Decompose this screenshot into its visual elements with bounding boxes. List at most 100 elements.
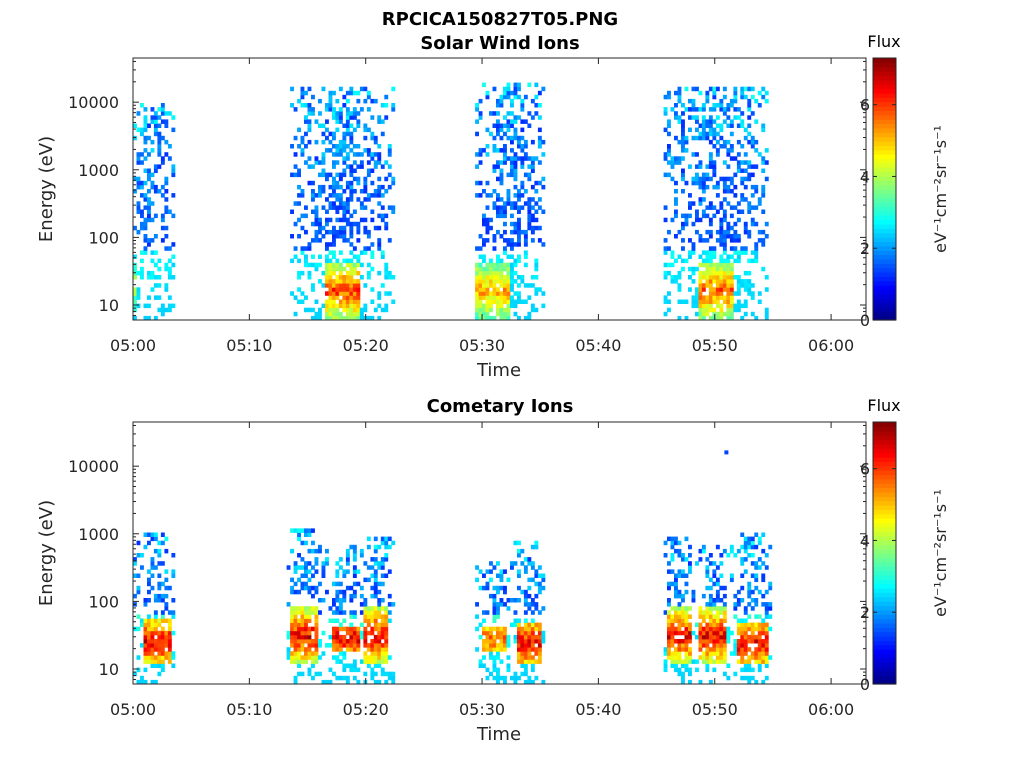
spectrogram-cell: [719, 258, 724, 264]
spectrogram-cell: [761, 127, 766, 133]
spectrogram-cell: [764, 221, 769, 227]
spectrogram-cell: [688, 634, 692, 640]
spectrogram-cell: [356, 270, 361, 276]
spectrogram-cell: [764, 659, 769, 664]
spectrogram-cell: [523, 238, 528, 243]
spectrogram-cell: [300, 213, 305, 219]
spectrogram-cell: [377, 639, 382, 644]
colorbar-band: [873, 149, 896, 155]
spectrogram-cell: [307, 643, 312, 648]
spectrogram-cell: [513, 610, 518, 615]
y-axis-label: Energy (eV): [36, 500, 57, 606]
spectrogram-cell: [534, 82, 539, 88]
spectrogram-cell: [708, 659, 713, 664]
spectrogram-cell: [681, 127, 685, 133]
spectrogram-cell: [747, 581, 752, 587]
spectrogram-cell: [681, 610, 685, 615]
colorbar-band: [873, 315, 896, 321]
spectrogram-cell: [677, 655, 682, 660]
spectrogram-cell: [729, 246, 734, 251]
spectrogram-cell: [677, 94, 682, 100]
spectrogram-cell: [530, 197, 535, 202]
spectrogram-cell: [698, 315, 703, 321]
spectrogram-cell: [307, 123, 312, 128]
spectrogram-cell: [314, 262, 319, 268]
spectrogram-cell: [761, 229, 766, 235]
spectrogram-cell: [691, 180, 696, 186]
spectrogram-cell: [513, 303, 518, 309]
spectrogram-cell: [370, 675, 375, 681]
spectrogram-cell: [499, 602, 504, 607]
spectrogram-cell: [143, 168, 148, 173]
spectrogram-cell: [736, 164, 741, 169]
colorbar-tick-label: 6: [860, 96, 870, 115]
spectrogram-cell: [314, 315, 319, 321]
spectrogram-cell: [359, 548, 364, 554]
spectrogram-cell: [391, 176, 396, 182]
spectrogram-cell: [750, 667, 755, 673]
spectrogram-cell: [667, 630, 671, 636]
spectrogram-cell: [705, 172, 710, 178]
spectrogram-cell: [667, 626, 671, 632]
spectrogram-cell: [740, 598, 745, 603]
spectrogram-cell: [520, 135, 525, 141]
spectrogram-cell: [300, 135, 305, 141]
spectrogram-cell: [475, 275, 479, 280]
spectrogram-cell: [160, 663, 165, 668]
spectrogram-cell: [297, 193, 301, 198]
spectrogram-cell: [541, 242, 546, 247]
spectrogram-cell: [688, 544, 692, 550]
spectrogram-cell: [489, 593, 493, 599]
spectrogram-cell: [321, 86, 326, 92]
spectrogram-cell: [761, 123, 766, 128]
spectrogram-cell: [171, 655, 176, 660]
spectrogram-cell: [136, 270, 141, 276]
spectrogram-cell: [478, 315, 483, 321]
spectrogram-cell: [712, 581, 717, 587]
spectrogram-cell: [764, 565, 769, 570]
spectrogram-cell: [736, 217, 741, 223]
spectrogram-cell: [754, 655, 759, 660]
spectrogram-cell: [534, 675, 539, 681]
spectrogram-cell: [387, 655, 392, 660]
spectrogram-cell: [475, 119, 479, 124]
spectrogram-cell: [722, 184, 727, 190]
spectrogram-cell: [171, 610, 176, 615]
colorbar-band: [873, 426, 896, 432]
spectrogram-cell: [681, 119, 685, 124]
spectrogram-cell: [311, 655, 315, 660]
spectrogram-cell: [380, 671, 385, 677]
spectrogram-cell: [136, 303, 141, 309]
spectrogram-cell: [681, 168, 685, 173]
spectrogram-cell: [736, 209, 741, 214]
spectrogram-cell: [384, 651, 389, 656]
spectrogram-cell: [485, 675, 490, 681]
spectrogram-cell: [496, 303, 500, 309]
plot-frame: [132, 57, 867, 321]
spectrogram-cell: [496, 193, 500, 198]
spectrogram-cell: [332, 184, 336, 190]
spectrogram-cell: [527, 593, 532, 599]
spectrogram-cell: [733, 172, 738, 178]
cometary-ions-panel: Cometary Ions 05:00 05:10 05:20 05:30 05:40 0…: [36, 396, 950, 745]
colorbar-band: [873, 75, 896, 81]
spectrogram-cell: [311, 585, 315, 591]
spectrogram-cell: [674, 630, 678, 636]
spectrogram-cell: [740, 643, 745, 648]
spectrogram-cell: [492, 647, 497, 652]
spectrogram-cell: [352, 630, 357, 636]
spectrogram-cell: [157, 139, 162, 145]
spectrogram-cell: [527, 82, 532, 88]
spectrogram-cell: [304, 606, 308, 611]
spectrogram-cell: [750, 172, 755, 178]
colorbar-tick-label: 4: [860, 531, 870, 550]
spectrogram-cell: [733, 602, 738, 607]
spectrogram-cell: [363, 225, 368, 231]
spectrogram-cell: [712, 291, 717, 296]
spectrogram-cell: [527, 213, 532, 219]
spectrogram-cell: [674, 103, 678, 108]
spectrogram-cell: [729, 315, 734, 321]
colorbar-band: [873, 561, 896, 567]
spectrogram-cell: [150, 258, 155, 264]
spectrogram-cell: [290, 634, 294, 640]
